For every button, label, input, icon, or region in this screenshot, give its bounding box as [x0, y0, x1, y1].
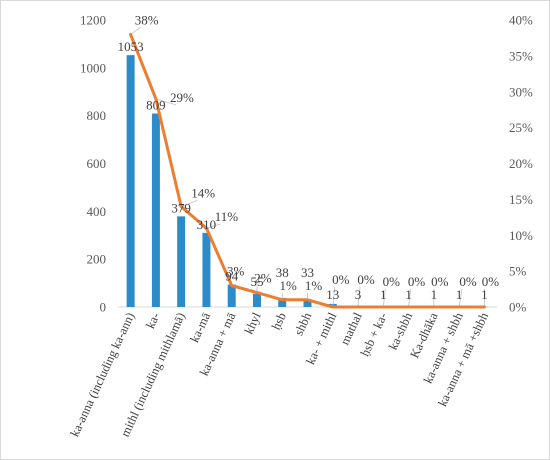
bar-value-label: 1: [380, 287, 387, 302]
bar-value-label: 1: [405, 287, 412, 302]
left-axis: 0 200 400 600 800 1000 1200: [80, 13, 106, 315]
bar: [126, 55, 135, 307]
bar-data-labels: 1053 809 379 310 94 55 38 33 13 3 1 1 1 1 1: [118, 39, 488, 302]
right-axis: 0% 5% 10% 15% 20% 25% 30% 35% 40%: [509, 13, 533, 315]
line-percent-label: 1%: [280, 278, 298, 293]
line-percent-label: 29%: [170, 90, 194, 105]
line-percent-label: 2%: [254, 271, 272, 286]
bar-value-label: 1: [431, 287, 438, 302]
bar-value-label: 1053: [118, 39, 144, 54]
line-percent-label: 1%: [305, 278, 323, 293]
line-data-labels: 38% 29% 14%11% 3% 2% 1% 1% 0% 0% 0% 0% 0% 0% 0%: [135, 12, 499, 292]
line-percent-label: 0%: [482, 274, 500, 289]
line-percent-label: 0%: [408, 274, 426, 289]
left-axis-tick-label: 1000: [80, 60, 106, 75]
left-axis-tick-label: 1200: [80, 13, 106, 28]
bar-value-label: 94: [225, 269, 239, 284]
bar-value-label: 809: [146, 98, 166, 113]
right-axis-tick-label: 5%: [509, 264, 527, 279]
right-axis-tick-label: 10%: [509, 228, 533, 243]
left-axis-tick-label: 0: [100, 300, 107, 315]
category-label: ka-: [143, 310, 162, 330]
left-axis-tick-label: 400: [87, 204, 107, 219]
right-axis-tick-label: 25%: [509, 120, 533, 135]
leader-line: [206, 223, 221, 229]
bar-value-label: 1: [481, 287, 488, 302]
right-axis-tick-label: 30%: [509, 84, 533, 99]
line-percent-label: 3%: [227, 263, 245, 278]
left-axis-tick-label: 200: [87, 252, 107, 267]
line-percent-label: 14%: [191, 186, 215, 201]
left-axis-tick-label: 800: [87, 108, 107, 123]
leader-line: [130, 27, 141, 35]
bar: [278, 297, 287, 307]
line-percent-label: 0%: [383, 274, 401, 289]
line-series: [129, 32, 486, 309]
bar: [227, 284, 236, 307]
line-percent-label: 38%: [135, 12, 159, 27]
line-percent-label: 0%: [332, 272, 350, 287]
bar: [202, 232, 211, 307]
right-axis-tick-label: 15%: [509, 192, 533, 207]
bar-value-label: 379: [171, 200, 191, 215]
bar: [252, 293, 261, 307]
left-axis-tick-label: 600: [87, 156, 107, 171]
bar: [303, 299, 312, 307]
bar-value-label: 1: [456, 287, 463, 302]
bar-value-label: 310: [197, 217, 217, 232]
right-axis-tick-label: 40%: [509, 13, 533, 28]
leader-line: [181, 200, 198, 207]
leader-line: [382, 288, 386, 308]
bar-value-label: 38: [276, 265, 289, 280]
line-percent-label: 0%: [431, 274, 449, 289]
bar-value-label: 55: [250, 274, 263, 289]
bar-value-label: 3: [355, 287, 362, 302]
bar: [151, 113, 160, 308]
line-percent-label: 0%: [459, 274, 477, 289]
line-percent-label: 0%: [357, 272, 375, 287]
leader-line: [155, 98, 177, 106]
right-axis-tick-label: 20%: [509, 156, 533, 171]
bar-value-label: 13: [326, 287, 339, 302]
bar: [177, 216, 186, 307]
leader-line: [332, 286, 336, 308]
right-axis-tick-label: 0%: [509, 300, 527, 315]
category-label: ḥsb: [269, 310, 289, 332]
leader-line: [408, 288, 411, 308]
leader-line: [357, 286, 361, 308]
bar-value-label: 33: [301, 265, 314, 280]
right-axis-tick-label: 35%: [509, 48, 533, 63]
leader-line: [458, 288, 463, 308]
line-percent-label: 11%: [215, 209, 239, 224]
